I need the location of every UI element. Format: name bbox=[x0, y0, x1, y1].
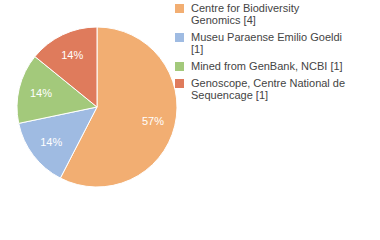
data-label: 14% bbox=[61, 49, 83, 61]
legend-label: Mined from GenBank, NCBI [1] bbox=[191, 60, 343, 72]
data-label: 14% bbox=[40, 136, 62, 148]
legend-swatch bbox=[175, 33, 184, 42]
data-label: 14% bbox=[30, 87, 52, 99]
data-labels: 57% 14% 14% 14% bbox=[30, 49, 164, 148]
legend-swatch bbox=[175, 62, 184, 71]
legend-label: Centre for BiodiversityGenomics [4] bbox=[191, 2, 300, 26]
legend-swatch bbox=[175, 79, 184, 88]
legend: Centre for BiodiversityGenomics [4] Museu… bbox=[175, 2, 345, 101]
data-label: 57% bbox=[142, 115, 164, 127]
legend-label: Museu Paraense Emilio Goeldi[1] bbox=[191, 31, 342, 55]
legend-label: Genoscope, Centre National deSequencage … bbox=[191, 77, 345, 101]
legend-swatch bbox=[175, 4, 184, 13]
slices bbox=[17, 27, 177, 187]
chart: 57% 14% 14% 14% Centre for BiodiversityGenom… bbox=[0, 0, 380, 240]
